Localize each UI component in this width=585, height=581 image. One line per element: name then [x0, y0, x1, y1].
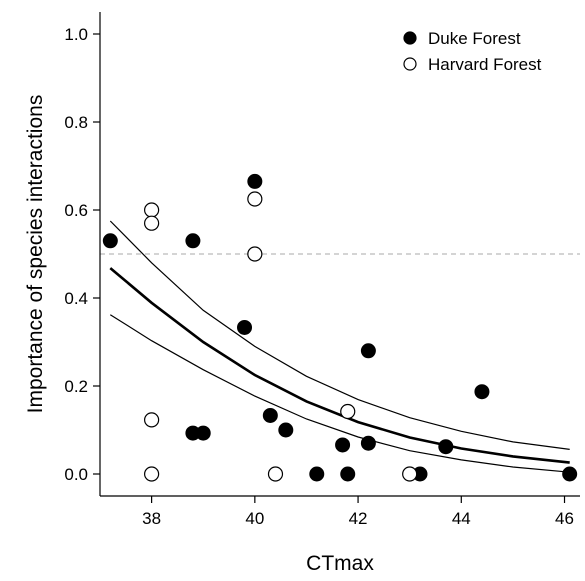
- y-tick-label: 0.8: [64, 113, 88, 132]
- legend-marker-harvard-forest: [403, 57, 417, 71]
- x-tick-label: 44: [452, 509, 471, 528]
- data-point-duke-forest: [340, 466, 356, 482]
- data-point-duke-forest: [360, 343, 376, 359]
- data-point-duke-forest: [438, 439, 454, 455]
- x-tick-label: 46: [555, 509, 574, 528]
- data-point-harvard-forest: [144, 202, 160, 218]
- data-point-duke-forest: [360, 435, 376, 451]
- data-point-duke-forest: [262, 407, 278, 423]
- data-point-harvard-forest: [247, 191, 263, 207]
- data-point-harvard-forest: [144, 466, 160, 482]
- data-point-duke-forest: [474, 384, 490, 400]
- y-tick-label: 0.4: [64, 289, 88, 308]
- data-point-duke-forest: [309, 466, 325, 482]
- legend-marker-duke-forest: [403, 31, 417, 45]
- x-tick-label: 38: [142, 509, 161, 528]
- y-tick-label: 0.2: [64, 377, 88, 396]
- legend: Duke Forest Harvard Forest: [403, 29, 542, 74]
- data-point-duke-forest: [562, 466, 578, 482]
- data-point-harvard-forest: [144, 412, 160, 428]
- data-point-duke-forest: [335, 437, 351, 453]
- data-point-harvard-forest: [144, 215, 160, 231]
- data-point-harvard-forest: [267, 466, 284, 482]
- fit-upper-ci-line: [109, 220, 570, 450]
- data-point-harvard-forest: [247, 246, 263, 262]
- y-tick-label: 0.0: [64, 465, 88, 484]
- data-points-layer: [102, 173, 578, 482]
- y-axis-title: Importance of species interactions: [24, 95, 47, 414]
- fit-lower-ci-line: [109, 314, 570, 473]
- data-point-duke-forest: [278, 422, 294, 438]
- data-point-harvard-forest: [340, 403, 356, 420]
- data-point-duke-forest: [195, 425, 211, 441]
- axes-layer: 0.0 0.2 0.4 0.6 0.8 1.0 38 40 42 44 46: [64, 12, 580, 528]
- legend-label-duke-forest: Duke Forest: [428, 29, 521, 48]
- data-point-duke-forest: [185, 233, 201, 249]
- x-tick-label: 40: [245, 509, 264, 528]
- y-tick-label: 0.6: [64, 201, 88, 220]
- data-point-duke-forest: [237, 319, 253, 335]
- fit-curve-layer: [109, 220, 570, 473]
- data-point-harvard-forest: [402, 466, 418, 482]
- y-tick-label: 1.0: [64, 25, 88, 44]
- legend-label-harvard-forest: Harvard Forest: [428, 55, 542, 74]
- data-point-duke-forest: [247, 173, 263, 189]
- x-axis-title: CTmax: [306, 552, 374, 575]
- data-point-duke-forest: [102, 233, 118, 249]
- fit-mean-line: [109, 267, 570, 464]
- x-tick-label: 42: [349, 509, 368, 528]
